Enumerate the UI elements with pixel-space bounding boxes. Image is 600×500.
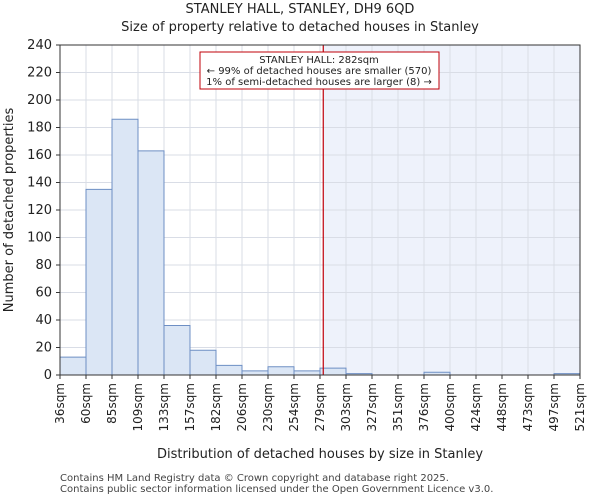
x-tick-label: 448sqm — [495, 383, 509, 431]
y-tick-label: 0 — [44, 368, 52, 383]
x-tick-label: 85sqm — [105, 383, 119, 424]
y-tick-label: 60 — [35, 286, 52, 301]
histogram-bar — [189, 349, 217, 376]
x-tick-label: 376sqm — [417, 383, 431, 431]
y-tick-label: 240 — [27, 38, 52, 53]
x-tick-label: 303sqm — [339, 383, 353, 431]
y-tick-label: 120 — [27, 203, 52, 218]
histogram-bar — [111, 118, 139, 376]
histogram-bar — [267, 366, 295, 376]
x-tick-label: 400sqm — [443, 383, 457, 431]
annotation-box — [199, 51, 440, 90]
x-axis-label: Distribution of detached houses by size … — [157, 447, 483, 462]
x-tick-label: 327sqm — [365, 383, 379, 431]
y-tick-label: 40 — [35, 313, 52, 328]
x-tick-label: 206sqm — [235, 383, 249, 431]
chart-title: STANLEY HALL, STANLEY, DH9 6QD — [185, 2, 415, 17]
x-tick-label: 182sqm — [209, 383, 223, 431]
y-tick-label: 140 — [27, 176, 52, 191]
x-tick-label: 279sqm — [313, 383, 327, 431]
y-tick-label: 20 — [35, 341, 52, 356]
annotation-line-2: ← 99% of detached houses are smaller (57… — [207, 66, 432, 77]
y-tick-label: 180 — [27, 121, 52, 136]
histogram-bar — [319, 367, 347, 376]
y-axis-label: Number of detached properties — [2, 108, 17, 313]
x-tick-label: 521sqm — [573, 383, 587, 431]
y-tick-label: 220 — [27, 66, 52, 81]
y-tick-label: 80 — [35, 258, 52, 273]
x-tick-label: 230sqm — [261, 383, 275, 431]
y-tick-label: 100 — [27, 231, 52, 246]
chart-subtitle: Size of property relative to detached ho… — [121, 20, 479, 35]
histogram-bar — [85, 188, 113, 376]
histogram-bar — [163, 325, 191, 376]
y-tick-label: 200 — [27, 93, 52, 108]
histogram-bar — [215, 364, 243, 376]
footer-copyright: Contains HM Land Registry data © Crown c… — [60, 473, 449, 484]
annotation-line-1: STANLEY HALL: 282sqm — [259, 55, 379, 66]
x-tick-label: 254sqm — [287, 383, 301, 431]
x-tick-label: 473sqm — [521, 383, 535, 431]
histogram-bar — [137, 150, 165, 376]
x-tick-label: 36sqm — [53, 383, 67, 424]
x-tick-label: 109sqm — [131, 383, 145, 431]
x-tick-label: 424sqm — [469, 383, 483, 431]
histogram-bar — [293, 370, 321, 376]
x-tick-label: 157sqm — [183, 383, 197, 431]
footer-licence: Contains public sector information licen… — [60, 484, 494, 495]
x-tick-label: 351sqm — [391, 383, 405, 431]
x-tick-label: 497sqm — [547, 383, 561, 431]
histogram-bar — [59, 356, 87, 376]
x-tick-label: 60sqm — [79, 383, 93, 424]
x-tick-label: 133sqm — [157, 383, 171, 431]
y-tick-label: 160 — [27, 148, 52, 163]
histogram-bar — [241, 370, 269, 376]
annotation-line-3: 1% of semi-detached houses are larger (8… — [206, 77, 432, 88]
histogram-chart: 0 20 40 60 80 100 120 140 160 180 200 220 240 36sqm 60… — [2, 38, 587, 462]
